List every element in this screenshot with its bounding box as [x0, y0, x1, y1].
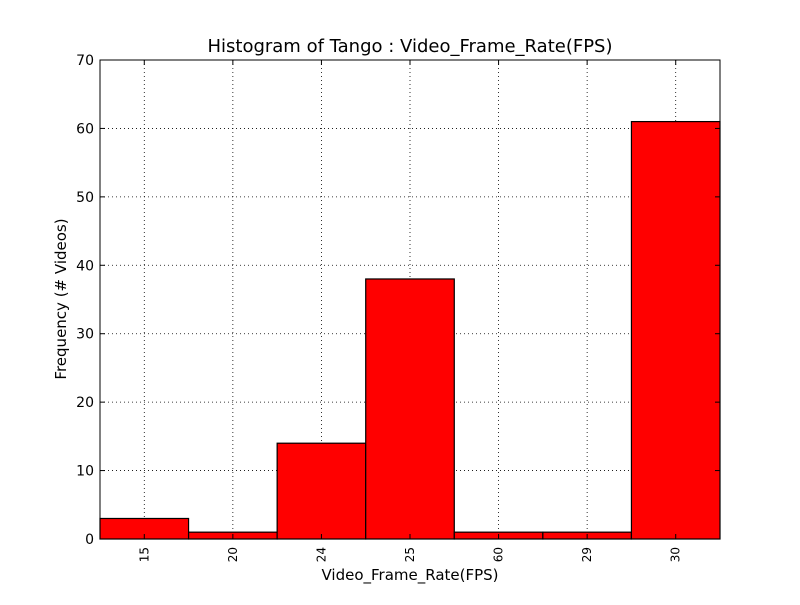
- y-tick-label: 10: [76, 464, 94, 480]
- x-tick-label: 30: [669, 547, 683, 562]
- x-tick-label: 15: [137, 547, 151, 562]
- y-tick-label: 60: [76, 121, 94, 137]
- x-tick-label: 60: [492, 547, 506, 562]
- y-axis-ticks: 0 10 20 30 40 50 60 70: [76, 53, 720, 548]
- grid-lines: [100, 60, 720, 539]
- y-tick-label: 70: [76, 53, 94, 69]
- bar-25: [365, 278, 455, 540]
- bar-30: [630, 120, 721, 540]
- x-axis-label: Video_Frame_Rate(FPS): [321, 566, 498, 585]
- y-tick-label: 50: [76, 190, 94, 206]
- bar-24: [276, 442, 367, 540]
- x-tick-label: 20: [226, 547, 240, 562]
- y-tick-label: 30: [76, 327, 94, 343]
- x-tick-label: 25: [403, 547, 417, 562]
- x-axis-ticks: 15 20 24 25 60 29 30: [137, 60, 683, 562]
- x-tick-label: 29: [580, 547, 594, 562]
- y-axis-label: Frequency (# Videos): [52, 218, 70, 379]
- x-tick-label: 24: [314, 547, 328, 562]
- y-tick-label: 20: [76, 395, 94, 411]
- y-tick-label: 40: [76, 258, 94, 274]
- y-tick-label: 0: [85, 532, 94, 548]
- chart-title: Histogram of Tango : Video_Frame_Rate(FP…: [207, 36, 612, 57]
